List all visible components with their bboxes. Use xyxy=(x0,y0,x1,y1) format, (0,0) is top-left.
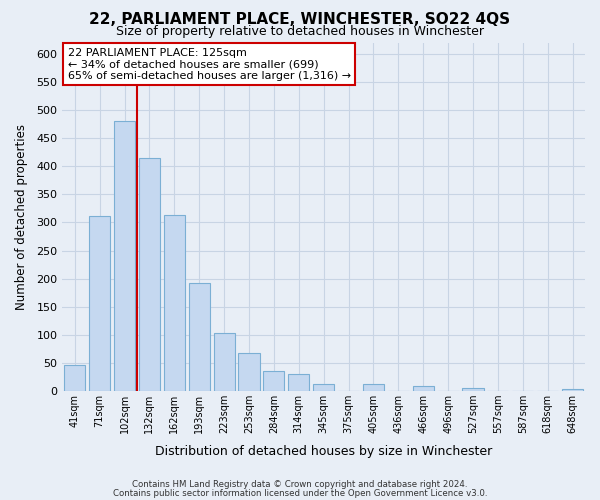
Bar xyxy=(363,384,384,391)
Bar xyxy=(562,390,583,391)
Bar xyxy=(263,371,284,391)
Bar xyxy=(238,354,260,391)
Text: 22, PARLIAMENT PLACE, WINCHESTER, SO22 4QS: 22, PARLIAMENT PLACE, WINCHESTER, SO22 4… xyxy=(89,12,511,28)
Text: Contains HM Land Registry data © Crown copyright and database right 2024.: Contains HM Land Registry data © Crown c… xyxy=(132,480,468,489)
Bar xyxy=(139,158,160,391)
X-axis label: Distribution of detached houses by size in Winchester: Distribution of detached houses by size … xyxy=(155,444,492,458)
Bar xyxy=(164,214,185,391)
Bar xyxy=(89,216,110,391)
Bar xyxy=(214,333,235,391)
Bar xyxy=(188,283,210,391)
Text: Contains public sector information licensed under the Open Government Licence v3: Contains public sector information licen… xyxy=(113,488,487,498)
Bar xyxy=(313,384,334,391)
Y-axis label: Number of detached properties: Number of detached properties xyxy=(15,124,28,310)
Bar xyxy=(288,374,310,391)
Bar xyxy=(114,121,135,391)
Bar xyxy=(463,388,484,391)
Text: Size of property relative to detached houses in Winchester: Size of property relative to detached ho… xyxy=(116,25,484,38)
Bar xyxy=(413,386,434,391)
Text: 22 PARLIAMENT PLACE: 125sqm
← 34% of detached houses are smaller (699)
65% of se: 22 PARLIAMENT PLACE: 125sqm ← 34% of det… xyxy=(68,48,350,81)
Bar xyxy=(64,364,85,391)
